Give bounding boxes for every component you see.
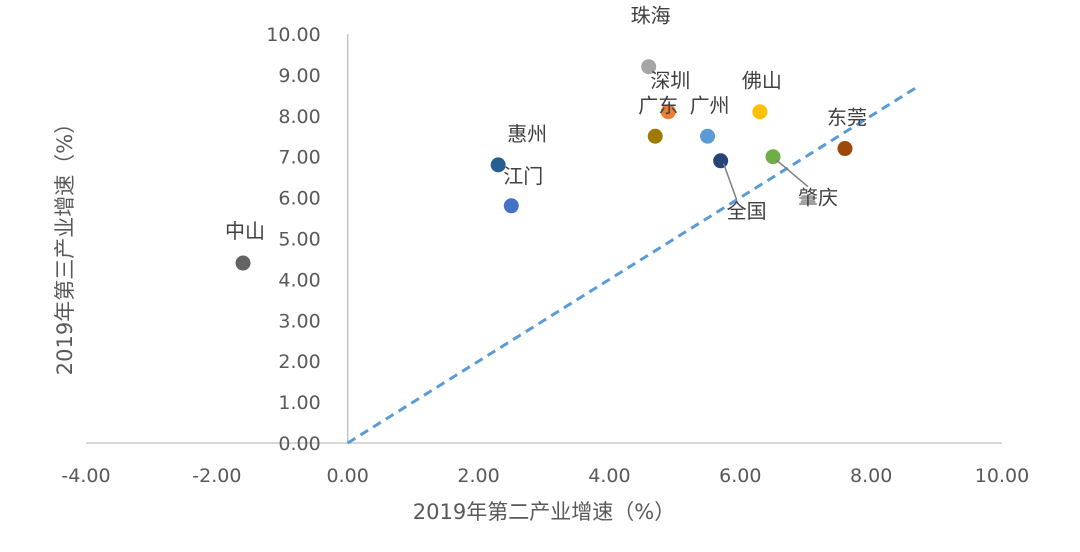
- x-tick-label: -2.00: [192, 465, 241, 487]
- x-tick-label: 2.00: [457, 465, 499, 487]
- axes: -4.00 -2.00 0.00 2.00 4.00 6.00 8.00 10.00 0.00 1…: [61, 24, 1029, 487]
- data-point: [647, 128, 663, 144]
- point-label: 深圳: [650, 69, 690, 93]
- x-tick-label: 8.00: [850, 465, 892, 487]
- point-label: 东莞: [827, 106, 867, 130]
- y-tick-label: 5.00: [278, 229, 320, 251]
- data-point: [660, 104, 676, 120]
- y-tick-label: 0.00: [278, 433, 320, 455]
- point-label: 广东: [638, 93, 678, 117]
- data-point: [713, 153, 729, 169]
- y-tick-label: 10.00: [266, 24, 320, 46]
- point-label: 广州: [690, 93, 730, 117]
- x-tick-label: 0.00: [327, 465, 369, 487]
- y-tick-label: 8.00: [278, 106, 320, 128]
- reference-line-layer: [346, 85, 918, 445]
- reference-line: [346, 85, 918, 445]
- y-tick-label: 6.00: [278, 188, 320, 210]
- x-tick-label: 6.00: [719, 465, 761, 487]
- x-axis-title: 2019年第二产业增速（%）: [413, 500, 675, 524]
- y-tick-label: 7.00: [278, 147, 320, 169]
- y-tick-label: 2.00: [278, 351, 320, 373]
- data-point: [503, 198, 519, 214]
- leader-line: [775, 159, 809, 188]
- point-label: 惠州: [507, 122, 547, 146]
- data-point: [235, 255, 251, 271]
- data-point: [837, 141, 853, 157]
- data-point: [752, 104, 768, 120]
- point-label: 全国: [727, 199, 767, 223]
- y-tick-label: 9.00: [278, 65, 320, 87]
- y-tick-label: 1.00: [278, 392, 320, 414]
- y-tick-label: 3.00: [278, 310, 320, 332]
- y-axis-title: 2019年第三产业增速（%）: [53, 113, 77, 375]
- leader-line: [722, 163, 738, 201]
- point-label: 肇庆: [798, 186, 838, 210]
- point-label: 中山: [225, 219, 265, 243]
- data-point: [490, 157, 506, 173]
- point-label: 江门: [503, 164, 543, 188]
- data-point: [700, 128, 716, 144]
- x-tick-label: 10.00: [975, 465, 1029, 487]
- data-point: [641, 59, 657, 75]
- point-label: 佛山: [742, 69, 782, 93]
- x-tick-label: -4.00: [61, 465, 110, 487]
- point-label: 珠海: [631, 4, 671, 28]
- y-tick-label: 4.00: [278, 269, 320, 291]
- x-tick-label: 4.00: [588, 465, 630, 487]
